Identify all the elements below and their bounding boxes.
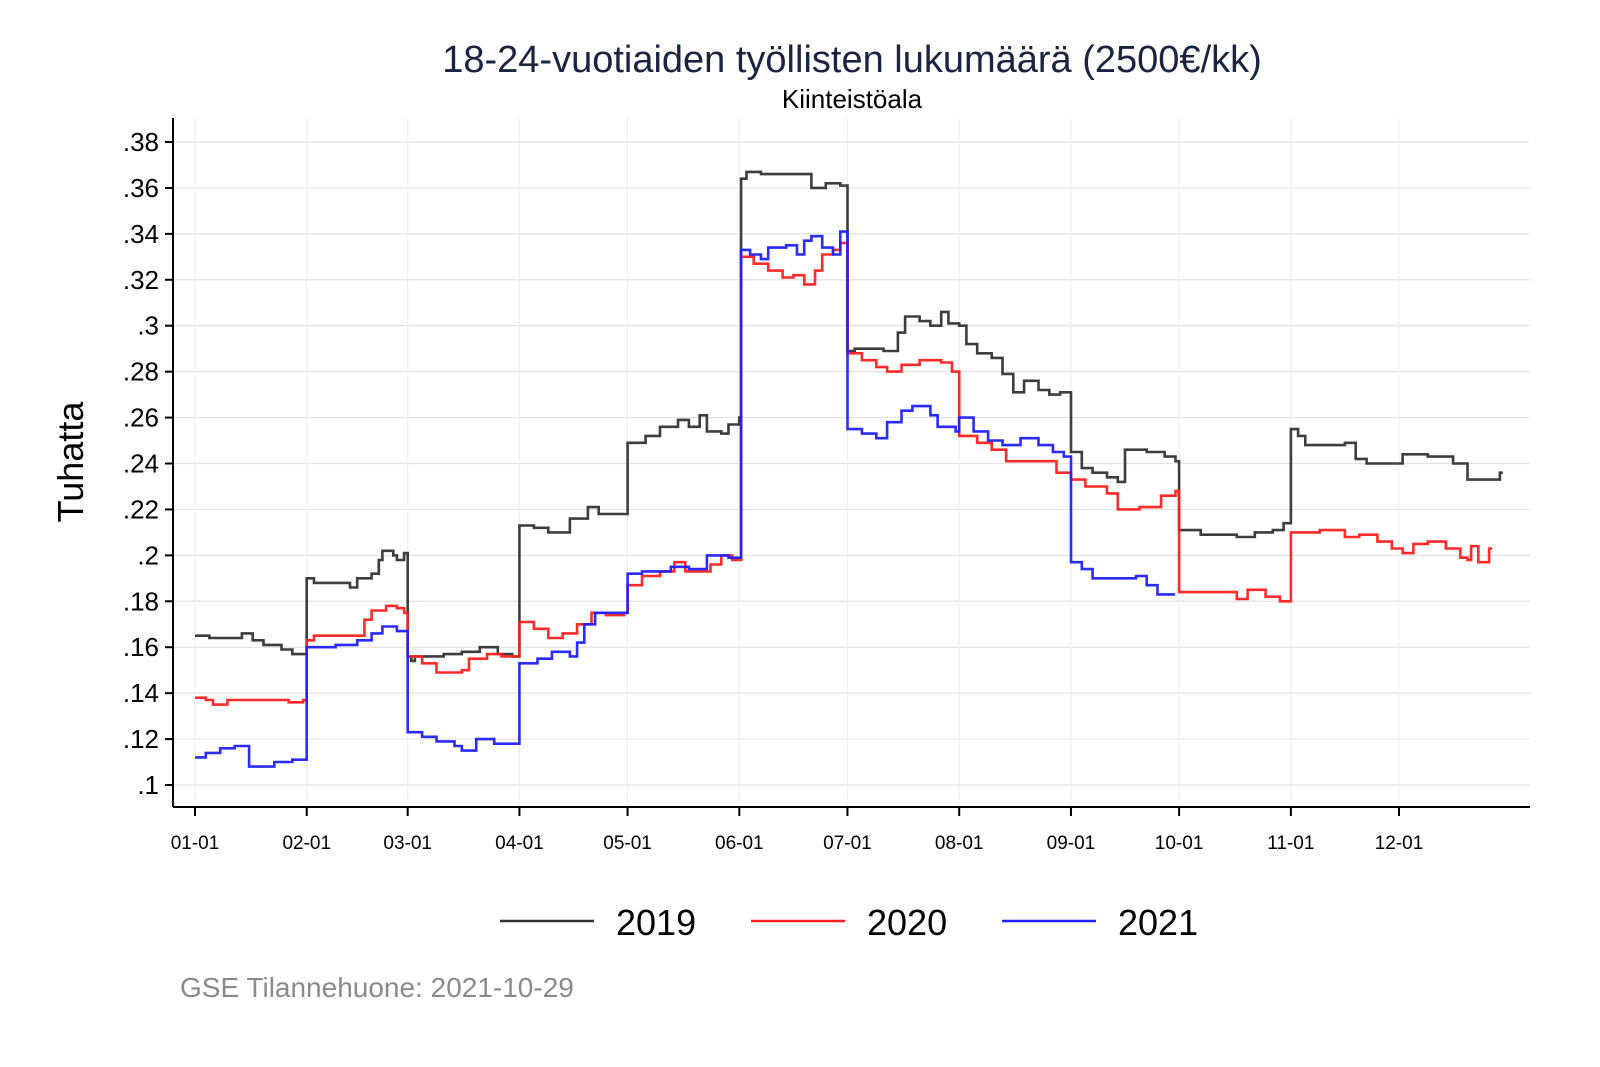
y-axis-label: Tuhatta (50, 401, 91, 523)
x-tick-label: 07-01 (823, 833, 872, 854)
y-tick-label: .3 (137, 311, 159, 341)
y-tick-label: .26 (123, 403, 159, 433)
y-tick-label: .32 (123, 265, 159, 295)
gridlines (173, 118, 1530, 807)
x-tick-label: 11-01 (1267, 833, 1314, 854)
x-tick-label: 01-01 (171, 833, 220, 854)
y-tick-label: .16 (123, 632, 159, 662)
y-ticks: .1 .12 .14 .16 .18 .2 .22 .24 .26 .28 .3 .32 .34 .36.… (123, 127, 173, 800)
x-tick-label: 12-01 (1375, 833, 1424, 854)
x-tick-label: 02-01 (282, 833, 331, 854)
x-tick-label: 03-01 (383, 833, 432, 854)
series-lines (195, 170, 1503, 768)
y-tick-label: .28 (123, 357, 159, 387)
legend-label-2020: 2020 (867, 902, 947, 943)
y-tick-label: .2 (137, 540, 159, 570)
x-tick-label: 04-01 (495, 833, 544, 854)
footer-note: GSE Tilannehuone: 2021-10-29 (180, 972, 574, 1003)
y-tick-label: .36 (123, 173, 159, 203)
x-ticks: 01-01 02-01 03-01 04-01 05-01 06-01 07-01 08-01… (171, 807, 1424, 854)
series-line-2020 (195, 241, 1493, 706)
chart-subtitle: Kiinteistöala (782, 84, 923, 114)
y-tick-label: .12 (123, 724, 159, 754)
legend-label-2019: 2019 (616, 902, 696, 943)
y-tick-label: .22 (123, 494, 159, 524)
x-tick-label: 09-01 (1047, 833, 1096, 854)
y-tick-label: .18 (123, 586, 159, 616)
x-tick-label: 10-01 (1155, 833, 1204, 854)
y-tick-label: .1 (137, 770, 159, 800)
y-tick-label: .38 (123, 127, 159, 157)
y-tick-label: .34 (123, 219, 159, 249)
y-tick-label: .24 (123, 449, 159, 479)
x-tick-label: 08-01 (935, 833, 984, 854)
x-tick-label: 05-01 (603, 833, 652, 854)
legend-label-2021: 2021 (1118, 902, 1198, 943)
legend: 2019 2020 2021 (500, 902, 1198, 943)
y-tick-label: .14 (123, 678, 159, 708)
series-line-2021 (195, 230, 1175, 768)
series-line-2019 (195, 170, 1503, 663)
x-tick-label: 06-01 (715, 833, 764, 854)
chart-title: 18-24-vuotiaiden työllisten lukumäärä (2… (442, 39, 1262, 81)
axes (172, 118, 1530, 808)
